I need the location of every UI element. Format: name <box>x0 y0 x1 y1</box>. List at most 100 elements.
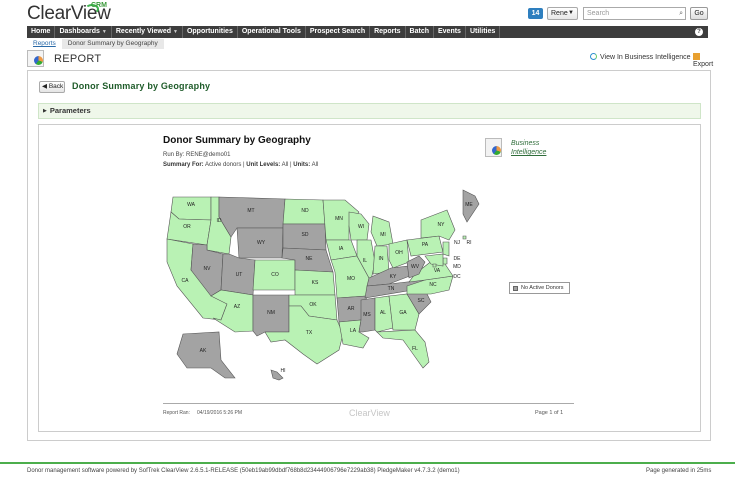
report-ran-label: Report Ran: <box>163 410 190 416</box>
nav-item-recently-viewed[interactable]: Recently Viewed ▼ <box>112 26 183 38</box>
bi-brand-line2: Intelligence <box>511 149 547 156</box>
logo-swoosh-icon <box>85 4 99 14</box>
user-menu[interactable]: Rene ▼ <box>547 7 578 20</box>
report-title: Donor Summary by Geography <box>163 135 311 146</box>
bi-brand: Business Intelligence <box>511 139 546 157</box>
state-label-wa: WA <box>187 202 196 208</box>
page-title: REPORT <box>54 53 102 65</box>
state-label-de: DE <box>454 256 462 262</box>
state-label-me: ME <box>465 202 473 208</box>
unit-levels-label: Unit Levels: <box>246 162 281 168</box>
bi-link-label: View In Business Intelligence <box>600 54 691 61</box>
nav-label: Events <box>438 28 461 35</box>
state-ri[interactable] <box>462 235 467 240</box>
state-label-sd: SD <box>302 232 309 238</box>
bi-brand-line1: Business <box>511 140 540 147</box>
state-wv[interactable] <box>406 255 426 279</box>
view-in-bi-link[interactable]: View In Business Intelligence <box>590 53 691 61</box>
breadcrumb: Reports Donor Summary by Geography <box>27 39 164 49</box>
nav-item-opportunities[interactable]: Opportunities <box>183 26 238 38</box>
chevron-down-icon: ▼ <box>568 10 574 16</box>
state-label-nd: ND <box>301 208 309 214</box>
nav-item-utilities[interactable]: Utilities <box>466 26 501 38</box>
state-label-or: OR <box>183 224 191 230</box>
summary-label: Summary For: <box>163 162 204 168</box>
state-al[interactable] <box>374 295 394 333</box>
nav-item-dashboards[interactable]: Dashboards ▼ <box>55 26 112 38</box>
back-button[interactable]: ◀ Back <box>39 81 65 93</box>
state-ak[interactable] <box>176 331 236 379</box>
state-me[interactable] <box>462 189 480 223</box>
bi-logo <box>485 138 502 157</box>
state-de[interactable] <box>442 257 448 265</box>
state-wa[interactable] <box>170 196 212 221</box>
state-label-wi: WI <box>358 224 364 230</box>
state-label-nv: NV <box>204 266 212 272</box>
nav-item-operational-tools[interactable]: Operational Tools <box>238 26 306 38</box>
chevron-down-icon: ▼ <box>101 29 107 35</box>
legend-label: No Active Donors <box>521 285 564 291</box>
state-label-il: IL <box>363 258 367 264</box>
state-label-sc: SC <box>418 298 425 304</box>
state-label-nm: NM <box>267 310 275 316</box>
state-label-wv: WV <box>411 264 420 270</box>
version-info: Donor management software powered by Sof… <box>27 468 460 474</box>
nav-item-events[interactable]: Events <box>434 26 466 38</box>
nav-label: Batch <box>409 28 429 35</box>
state-label-tn: TN <box>388 286 395 292</box>
state-label-ok: OK <box>309 302 317 308</box>
us-map: WA OR CA ID NV MT WY UT AZ CO NM ND SD NE KS OK TX MN IA MO… <box>163 182 508 388</box>
state-label-mt: MT <box>247 208 254 214</box>
state-fl[interactable] <box>376 329 430 369</box>
summary-value: Active donors <box>205 162 242 168</box>
state-ga[interactable] <box>388 293 420 331</box>
state-nj[interactable] <box>442 241 450 257</box>
state-label-tx: TX <box>306 330 313 336</box>
nav-label: Home <box>31 28 51 35</box>
nav-item-batch[interactable]: Batch <box>406 26 434 38</box>
report-panel: ◀ Back Donor Summary by Geography ▶ Param… <box>27 70 711 441</box>
state-md[interactable] <box>424 253 444 267</box>
state-az[interactable] <box>210 289 254 333</box>
state-ny[interactable] <box>420 209 456 241</box>
state-oh[interactable] <box>388 239 410 269</box>
nav-item-reports[interactable]: Reports <box>370 26 406 38</box>
unit-levels-value: All <box>281 162 289 168</box>
search-placeholder: Search <box>587 10 610 17</box>
search-options-icon[interactable]: ⌕ <box>679 10 683 17</box>
report-viewer: Donor Summary by Geography Run By: RENE@… <box>38 124 701 432</box>
state-hi[interactable] <box>270 369 284 381</box>
state-label-oh: OH <box>395 250 403 256</box>
state-label-nj: NJ <box>454 240 461 246</box>
state-label-nc: NC <box>429 282 437 288</box>
business-intelligence-icon <box>590 53 597 60</box>
chevron-right-icon: ▶ <box>43 108 47 114</box>
nav-label: Operational Tools <box>241 28 301 35</box>
notification-badge[interactable]: 14 <box>528 8 543 19</box>
state-label-fl: FL <box>412 346 418 352</box>
help-icon[interactable]: ? <box>695 28 703 36</box>
state-dc[interactable] <box>432 263 437 268</box>
clearview-logo[interactable]: ClearView CRM <box>27 2 111 25</box>
report-header: REPORT View In Business Intelligence Exp… <box>27 50 713 75</box>
run-by: Run By: RENE@demo01 <box>163 152 231 158</box>
state-label-ak: AK <box>200 348 207 354</box>
state-label-az: AZ <box>234 304 240 310</box>
state-label-pa: PA <box>422 242 429 248</box>
nav-label: Reports <box>374 28 401 35</box>
state-label-in: IN <box>379 256 384 262</box>
map-legend: No Active Donors <box>509 282 570 294</box>
go-button[interactable]: Go <box>690 7 708 20</box>
nav-item-home[interactable]: Home <box>27 26 56 38</box>
summary-line: Summary For: Active donors | Unit Levels… <box>163 162 319 168</box>
parameters-label: Parameters <box>49 106 91 115</box>
state-label-id: ID <box>217 218 222 224</box>
parameters-toggle[interactable]: ▶ Parameters <box>38 103 701 119</box>
search-input[interactable]: Search ⌕ <box>583 7 686 20</box>
state-mi[interactable] <box>370 215 394 247</box>
state-label-ut: UT <box>236 272 243 278</box>
state-label-mo: MO <box>347 276 355 282</box>
breadcrumb-reports[interactable]: Reports <box>27 39 62 49</box>
nav-item-prospect-search[interactable]: Prospect Search <box>306 26 371 38</box>
